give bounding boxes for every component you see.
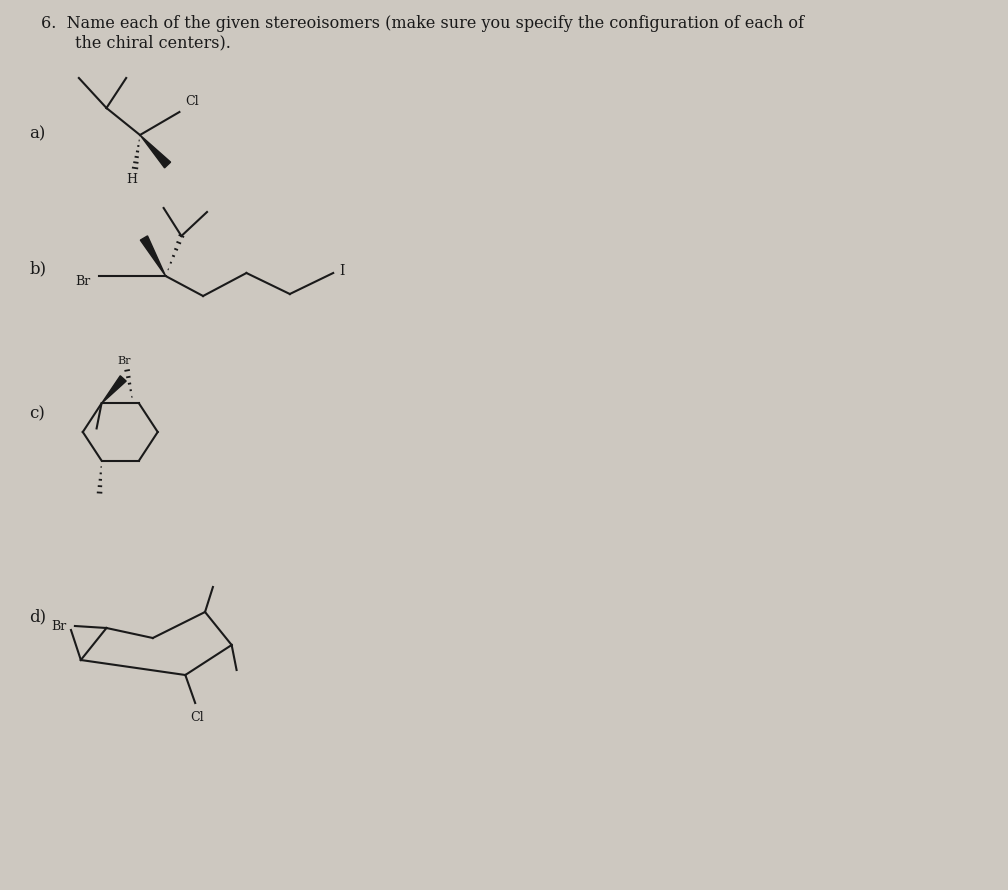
Text: I: I xyxy=(339,264,345,278)
Text: c): c) xyxy=(29,405,45,422)
Text: Cl: Cl xyxy=(191,711,204,724)
Polygon shape xyxy=(140,236,165,276)
Text: a): a) xyxy=(29,125,46,142)
Text: 6.  Name each of the given stereoisomers (make sure you specify the configuratio: 6. Name each of the given stereoisomers … xyxy=(41,15,804,32)
Text: d): d) xyxy=(29,608,46,625)
Text: Br: Br xyxy=(51,620,67,634)
Text: the chiral centers).: the chiral centers). xyxy=(75,34,231,51)
Text: Br: Br xyxy=(117,356,131,367)
Polygon shape xyxy=(102,376,126,403)
Text: H: H xyxy=(126,173,137,186)
Text: Cl: Cl xyxy=(185,95,199,108)
Polygon shape xyxy=(140,135,170,168)
Text: Br: Br xyxy=(75,274,90,287)
Text: b): b) xyxy=(29,260,46,277)
